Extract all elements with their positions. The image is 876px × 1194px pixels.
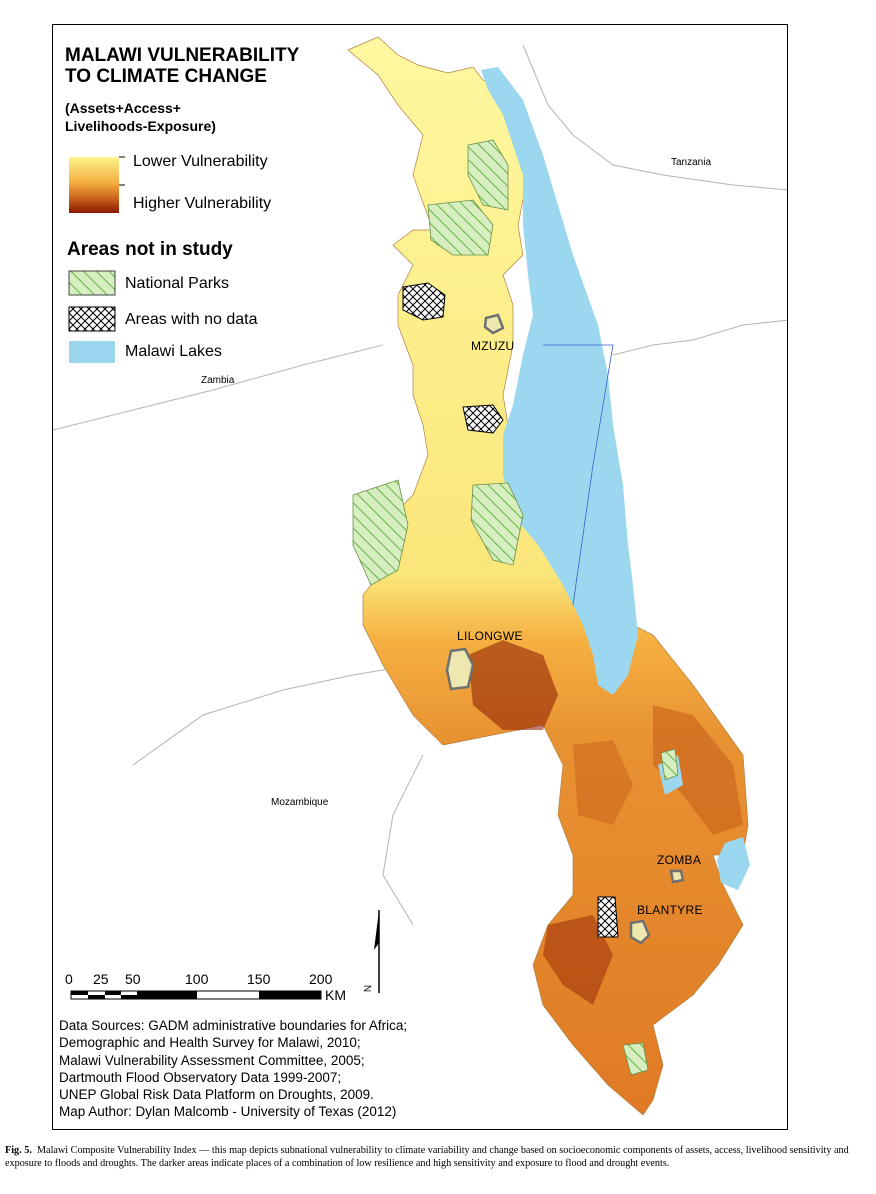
scale-unit: KM bbox=[325, 987, 346, 1003]
label-mzuzu: MZUZU bbox=[471, 339, 515, 353]
legend-nodata-label: Areas with no data bbox=[125, 311, 258, 328]
country-boundaries bbox=[53, 44, 787, 926]
no-data-swatch bbox=[68, 306, 116, 332]
legend-areas-heading: Areas not in study bbox=[67, 239, 233, 260]
source-line: Dartmouth Flood Observatory Data 1999-20… bbox=[59, 1069, 342, 1085]
scale-tick-200: 200 bbox=[309, 971, 333, 987]
subtitle-line-2: Livelihoods-Exposure) bbox=[65, 118, 216, 134]
figure-caption-text: Malawi Composite Vulnerability Index — t… bbox=[5, 1145, 849, 1169]
legend-higher-label: Higher Vulnerability bbox=[133, 195, 272, 212]
label-zambia: Zambia bbox=[201, 375, 235, 386]
source-line: Data Sources: GADM administrative bounda… bbox=[59, 1018, 408, 1033]
map-frame: MALAWI VULNERABILITY TO CLIMATE CHANGE (… bbox=[52, 24, 788, 1130]
scale-tick-25: 25 bbox=[93, 971, 109, 987]
label-lilongwe: LILONGWE bbox=[457, 629, 523, 643]
lake-border bbox=[543, 344, 614, 606]
national-parks bbox=[352, 139, 679, 1076]
label-zomba: ZOMBA bbox=[657, 853, 702, 867]
label-tanzania: Tanzania bbox=[671, 157, 712, 168]
source-line: Map Author: Dylan Malcomb - University o… bbox=[59, 1104, 397, 1120]
north-label: N bbox=[363, 984, 375, 993]
source-line: Demographic and Health Survey for Malawi… bbox=[59, 1035, 361, 1051]
no-data-areas bbox=[402, 282, 619, 938]
figure-caption: Fig. 5. Malawi Composite Vulnerability I… bbox=[5, 1144, 871, 1170]
source-line: UNEP Global Risk Data Platform on Drough… bbox=[59, 1087, 374, 1103]
national-parks-swatch bbox=[68, 270, 116, 296]
scale-bar bbox=[70, 990, 322, 1000]
map-subtitle: (Assets+Access+ Livelihoods-Exposure) bbox=[65, 99, 345, 135]
lake-chilwa bbox=[717, 837, 750, 890]
legend-lakes-label: Malawi Lakes bbox=[125, 343, 222, 360]
legend-parks-label: National Parks bbox=[125, 275, 230, 292]
city-outlines bbox=[445, 313, 685, 945]
title-line-2: TO CLIMATE CHANGE bbox=[65, 66, 267, 87]
title-line-1: MALAWI VULNERABILITY bbox=[65, 45, 300, 66]
scale-tick-100: 100 bbox=[185, 971, 209, 987]
north-arrow bbox=[374, 910, 380, 993]
scale-tick-150: 150 bbox=[247, 971, 271, 987]
lake-malawi bbox=[481, 67, 638, 695]
high-vulnerability-zones bbox=[468, 640, 743, 1005]
map-title: MALAWI VULNERABILITY TO CLIMATE CHANGE bbox=[65, 45, 345, 87]
scale-tick-50: 50 bbox=[125, 971, 141, 987]
lakes-swatch bbox=[69, 341, 115, 363]
figure-label: Fig. 5. bbox=[5, 1145, 32, 1156]
malawi-country bbox=[347, 36, 749, 1116]
source-line: Malawi Vulnerability Assessment Committe… bbox=[59, 1052, 365, 1068]
legend-lower-label: Lower Vulnerability bbox=[133, 153, 268, 170]
data-sources: Data Sources: GADM administrative bounda… bbox=[59, 1017, 407, 1121]
subtitle-line-1: (Assets+Access+ bbox=[65, 100, 181, 116]
scale-tick-0: 0 bbox=[65, 971, 73, 987]
label-mozambique: Mozambique bbox=[271, 797, 329, 808]
malawi-map bbox=[53, 36, 787, 1116]
label-blantyre: BLANTYRE bbox=[637, 903, 703, 917]
vulnerability-gradient-swatch bbox=[69, 157, 119, 213]
